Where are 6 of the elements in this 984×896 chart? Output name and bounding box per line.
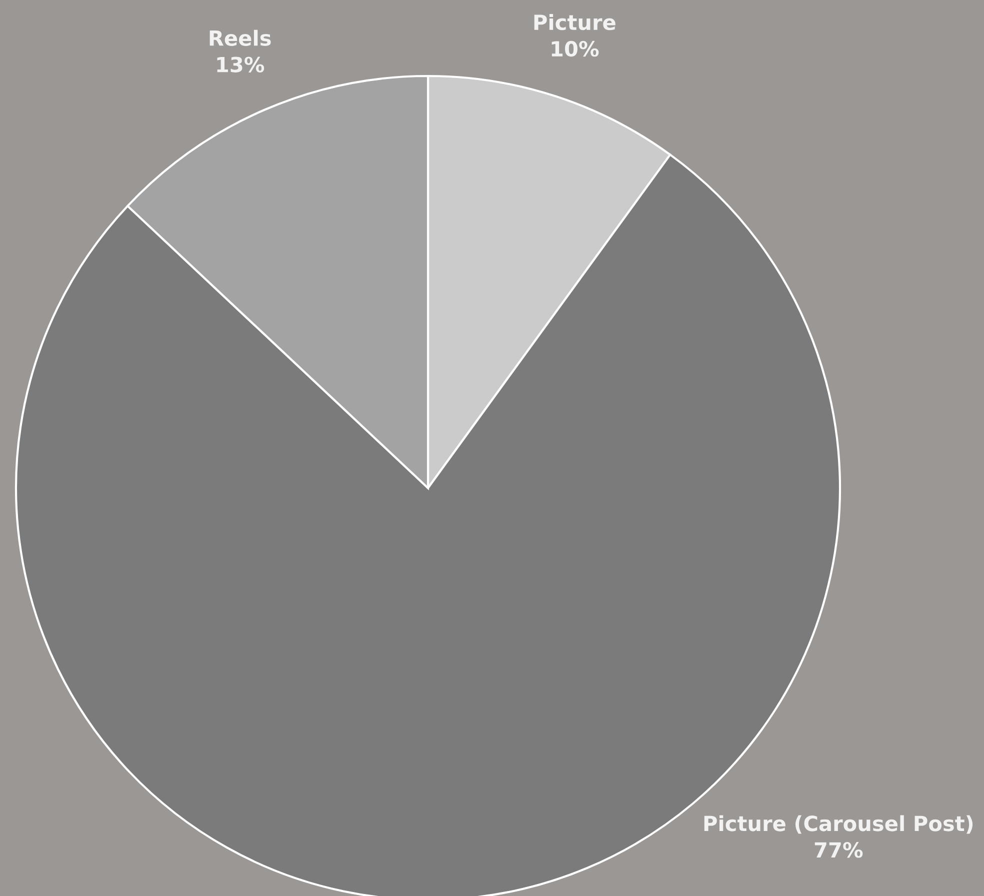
slice-label: Reels bbox=[210, 30, 271, 46]
data-label: 10% bbox=[552, 40, 599, 57]
data-label: 13% bbox=[217, 56, 264, 72]
slice-label: Picture bbox=[534, 14, 616, 30]
slice-label: Picture (Carousel Post) bbox=[704, 815, 973, 834]
data-label: 77% bbox=[814, 842, 863, 858]
